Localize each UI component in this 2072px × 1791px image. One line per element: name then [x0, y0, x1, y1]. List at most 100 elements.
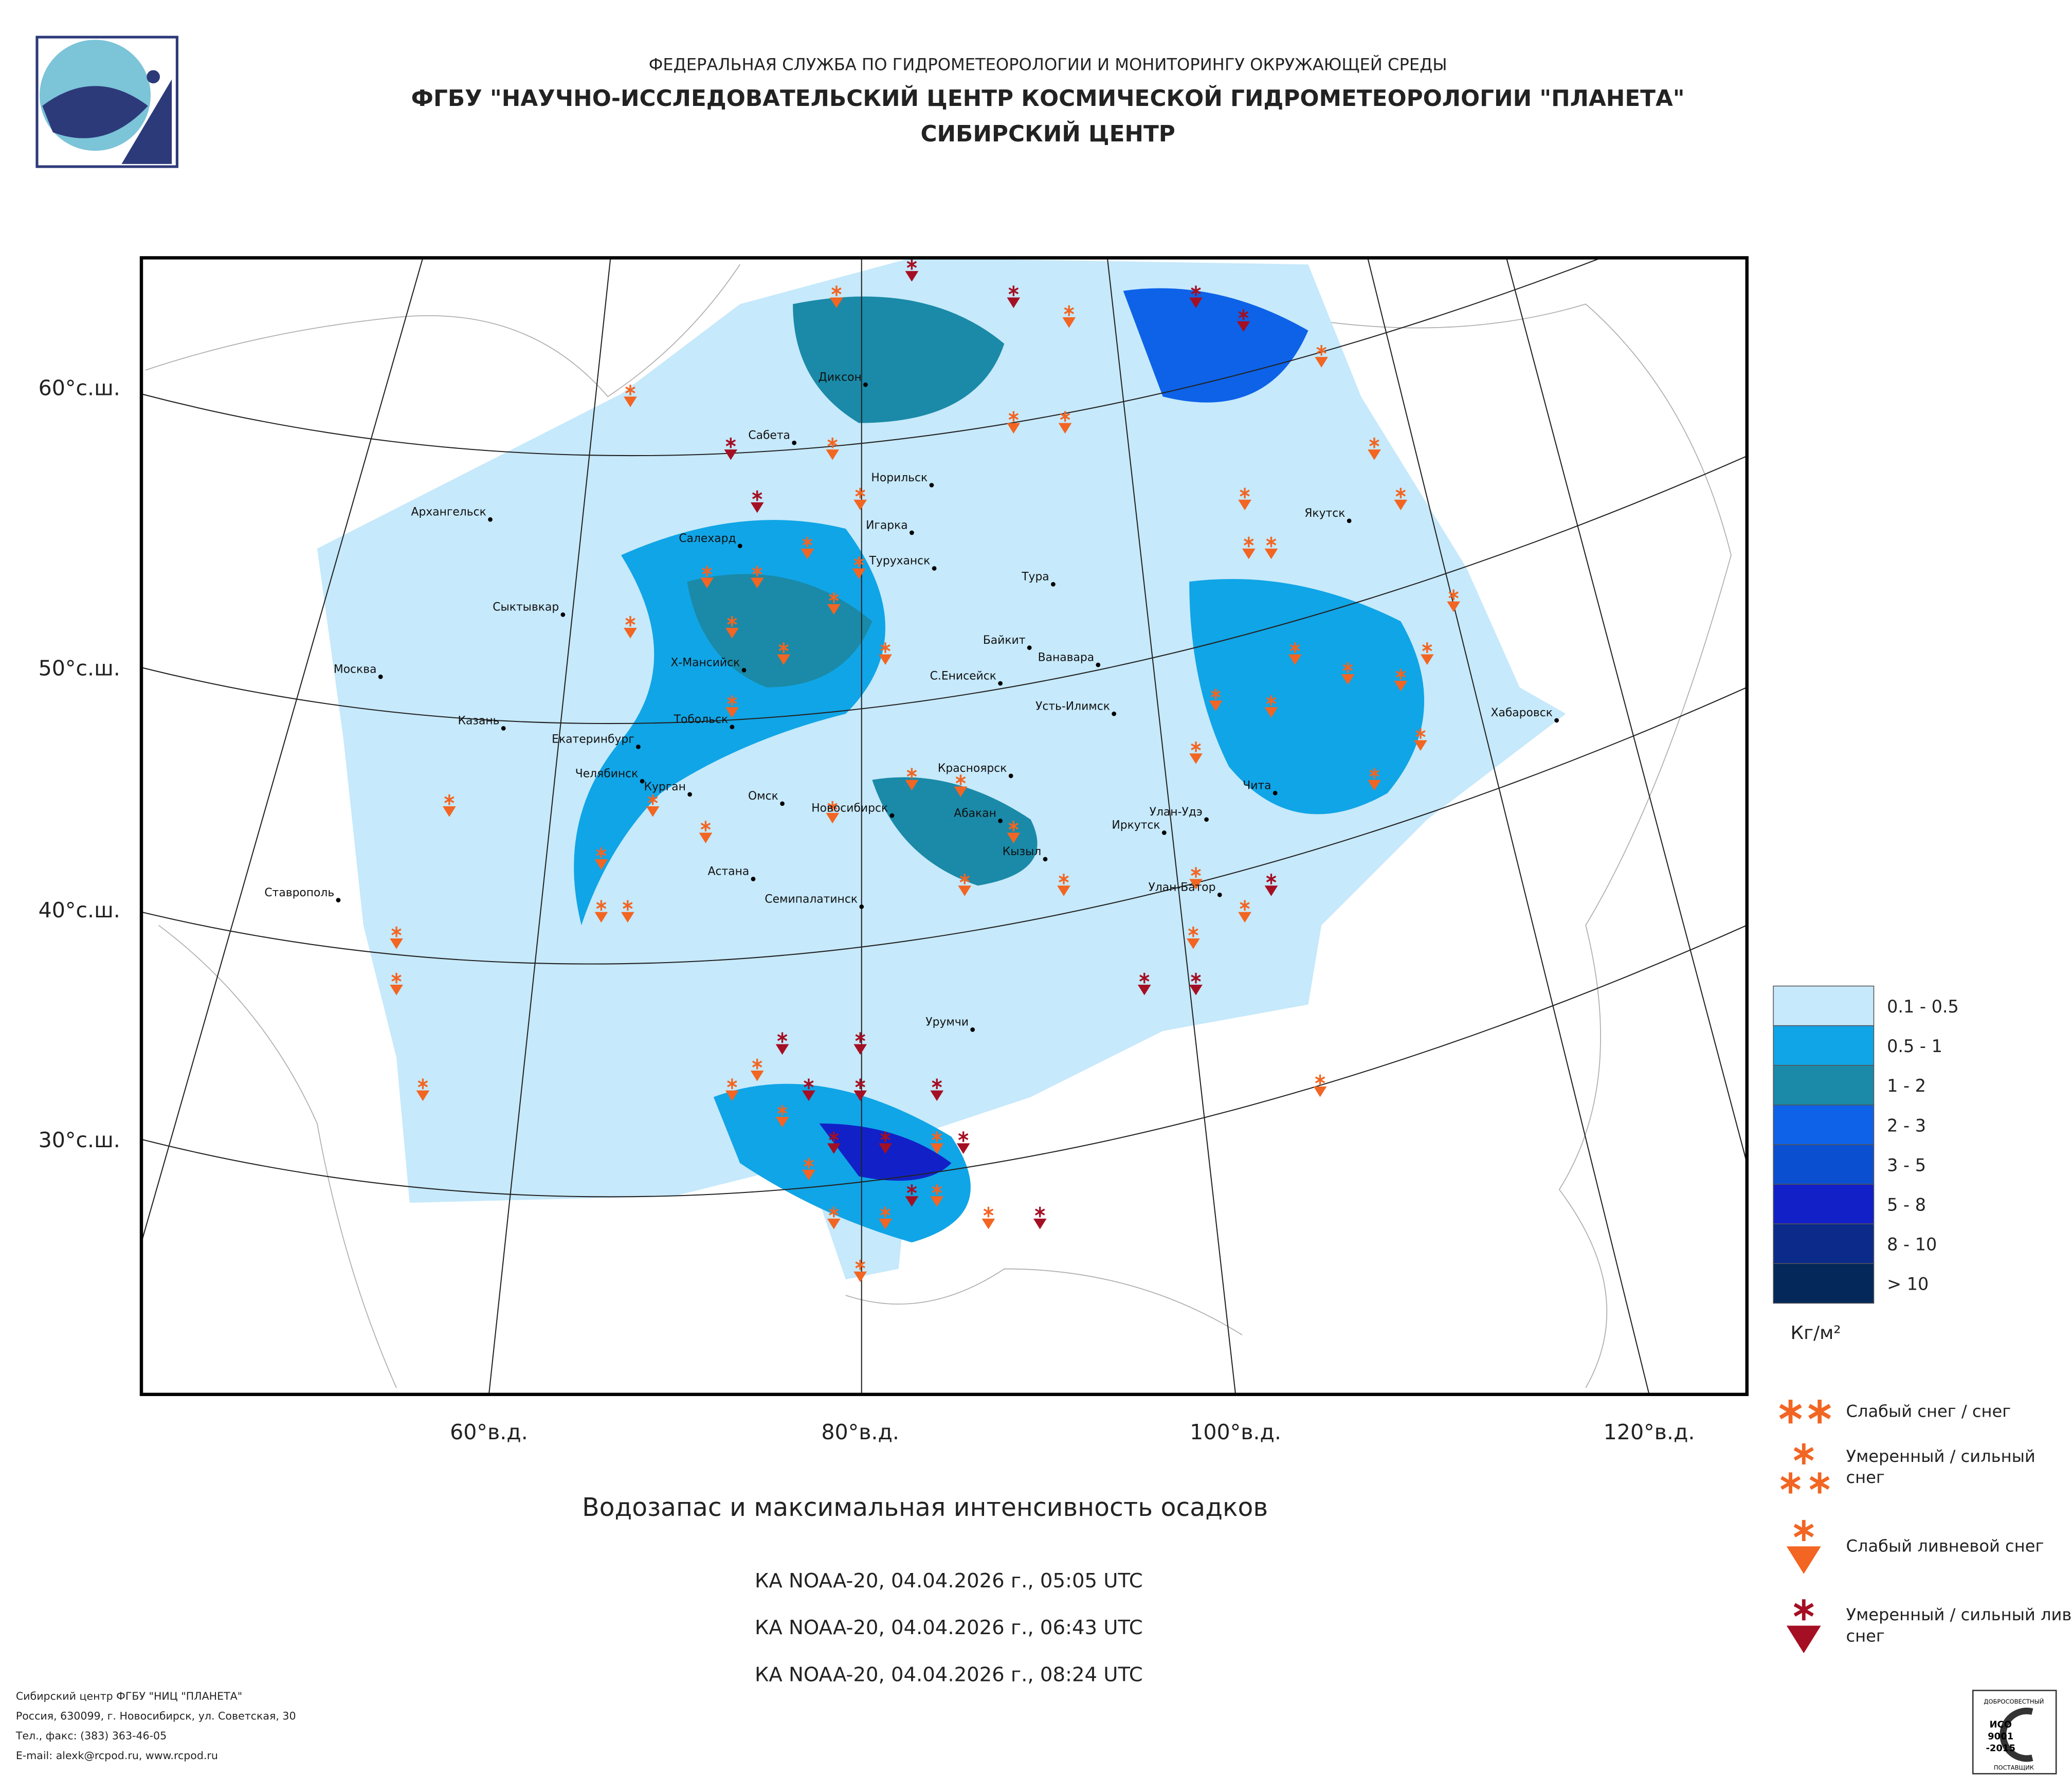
snow-symbol — [829, 594, 839, 601]
shower-symbol — [879, 1143, 892, 1154]
city-dot — [929, 483, 934, 487]
snow-symbol — [777, 1034, 788, 1041]
shower-symbol — [930, 1196, 944, 1207]
city-label: Ванавара — [1038, 651, 1094, 664]
snow-symbol — [1191, 974, 1201, 982]
shower-symbol — [775, 1117, 789, 1128]
symbol-label-line: Умеренный / сильный ливневой — [1846, 1605, 2072, 1624]
coastline — [1295, 303, 1732, 1388]
legend-label: > 10 — [1887, 1274, 1929, 1294]
shower-symbol — [826, 449, 840, 460]
snow-symbol — [700, 822, 711, 830]
city-dot — [640, 779, 645, 784]
city-label: Абакан — [954, 807, 996, 820]
legend-snow — [1793, 1447, 1814, 1461]
city-dot — [751, 877, 756, 881]
snow-symbol — [983, 1208, 994, 1216]
shower-symbol — [624, 628, 637, 639]
shower-symbol — [750, 1071, 764, 1081]
caption-pass: КА NOAA-20, 04.04.2026 г., 05:05 UTC — [755, 1569, 1143, 1593]
shower-symbol — [958, 885, 972, 896]
snow-symbol — [1008, 413, 1019, 420]
snow-symbol — [906, 770, 917, 777]
snow-symbol — [827, 439, 838, 446]
snow-symbol — [855, 490, 865, 497]
shower-symbol — [1062, 317, 1076, 328]
shower-symbol — [830, 297, 843, 309]
snow-symbol — [623, 902, 633, 909]
city-dot — [1027, 645, 1032, 650]
badge-frame — [1972, 1690, 2057, 1775]
snow-symbol — [855, 1261, 865, 1269]
snow-symbol — [596, 849, 607, 856]
snow-symbol — [752, 1060, 762, 1068]
shower-symbol — [1007, 423, 1021, 434]
city-label: Новосибирск — [811, 802, 888, 815]
snow-symbol — [853, 558, 864, 566]
city-dot — [889, 813, 895, 818]
city-label: Кызыл — [1003, 845, 1042, 858]
city-label: Омск — [748, 790, 778, 803]
snow-symbol — [1266, 538, 1277, 546]
snow-symbol — [1191, 287, 1201, 295]
shower-symbol — [390, 938, 403, 949]
shower-symbol — [982, 1218, 995, 1229]
city-dot — [863, 382, 868, 387]
header-agency: ФЕДЕРАЛЬНАЯ СЛУЖБА ПО ГИДРОМЕТЕОРОЛОГИИ … — [649, 55, 1447, 74]
shower-symbol — [725, 707, 739, 718]
shower-symbol — [1288, 654, 1302, 665]
snow-symbol — [855, 1080, 865, 1088]
city-dot — [998, 681, 1003, 686]
legend: 0.1 - 0.5 0.5 - 1 1 - 2 2 - 3 3 - 5 5 - 8 8 - … — [1773, 985, 1959, 1304]
city-label: Улан-Удэ — [1150, 806, 1203, 819]
snow-symbol — [727, 618, 737, 625]
shower-symbol — [1313, 1086, 1327, 1097]
snow-symbol — [932, 1133, 942, 1141]
parallel — [141, 925, 1747, 1198]
shower-symbol — [905, 271, 919, 282]
city-label: Улан-Батор — [1148, 881, 1215, 894]
shower-symbol — [750, 577, 764, 588]
city-label: С.Енисейск — [930, 670, 996, 682]
symbol-label: Умеренный / сильный снег — [1846, 1446, 2035, 1487]
legend-snow — [1793, 1603, 1814, 1617]
snow-symbol — [1238, 311, 1249, 318]
city-label: Усть-Илимск — [1035, 700, 1110, 713]
symbol-label-line: Умеренный / сильный — [1846, 1446, 2035, 1466]
legend-swatch — [1773, 1025, 1875, 1066]
coverage-light — [317, 258, 1566, 1280]
shower-symbol — [954, 786, 968, 798]
snow-symbol — [1059, 875, 1069, 882]
city-label: Челябинск — [575, 767, 639, 780]
city-label: Норильск — [871, 472, 928, 484]
city-label: Семипалатинск — [765, 893, 858, 906]
city-dot — [737, 544, 742, 549]
shower-symbol — [1341, 674, 1355, 685]
snow-symbol — [725, 439, 736, 446]
city-dot — [1112, 711, 1117, 716]
city-dot — [998, 818, 1003, 823]
legend-swatch — [1773, 985, 1875, 1026]
shower-symbol — [905, 1196, 919, 1207]
city-label: Туруханск — [869, 555, 931, 568]
legend-swatch — [1773, 1223, 1875, 1264]
coastline — [158, 925, 397, 1388]
snow-symbol — [1395, 490, 1406, 497]
city-label: Москва — [334, 663, 377, 676]
legend-swatch — [1773, 1064, 1875, 1106]
city-dot — [910, 530, 914, 535]
shower-symbol — [416, 1090, 430, 1101]
shower-symbol — [1189, 984, 1203, 996]
snow-symbol — [1244, 538, 1254, 546]
shower-symbol — [1007, 297, 1021, 309]
lon-label: 60°в.д. — [450, 1420, 528, 1444]
shower-symbol — [1189, 879, 1203, 890]
snow-symbol — [625, 386, 635, 394]
snow-symbol — [906, 1186, 917, 1193]
borders — [145, 264, 1732, 1388]
lon-label: 120°в.д. — [1604, 1420, 1695, 1444]
coastline — [145, 264, 741, 397]
quality-badge: ДОБРОСОВЕСТНЫЙ ИСО 9001 -2015 ПОСТАВЩИК — [1972, 1690, 2057, 1775]
shower-symbol — [853, 1044, 867, 1055]
